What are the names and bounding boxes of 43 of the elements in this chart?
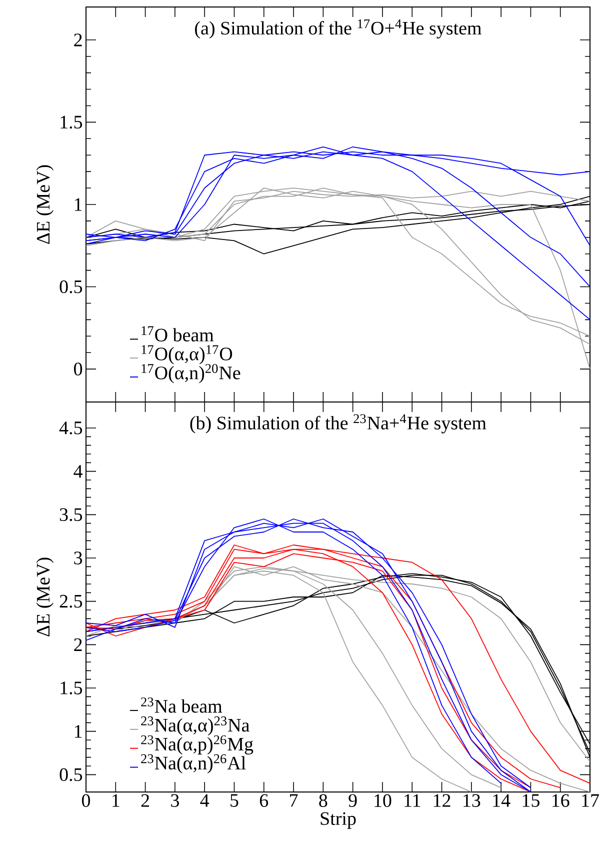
x-tick-label: 3 xyxy=(171,794,179,807)
legend-label: $^{23}$Na(α,α)$^{23}$Na xyxy=(141,716,250,736)
y-tick-label: 3.5 xyxy=(60,508,82,522)
y-tick-label: 3 xyxy=(74,552,82,564)
text: (a) Simulation of the $^{17}$O+$^{4}$He system xyxy=(195,19,482,39)
x-tick-label: 15 xyxy=(522,794,540,807)
x-axis-title: Strip xyxy=(320,812,356,829)
y-tick-label: 1 xyxy=(74,198,82,211)
x-tick-label: 13 xyxy=(464,794,480,807)
x-tick-label: 1 xyxy=(112,794,120,807)
y-axis-title: ΔE (MeV) xyxy=(36,558,54,636)
legend-label: $^{17}$O beam xyxy=(142,326,214,342)
text: (b) Simulation of the $^{23}$Na+$^{4}$He system xyxy=(190,414,486,434)
x-tick-label: 8 xyxy=(319,794,328,808)
legend-label: $^{17}$O(α,α)$^{17}$O xyxy=(142,345,232,364)
x-tick-label: 6 xyxy=(260,794,268,807)
legend-label: $^{23}$Na beam xyxy=(141,698,222,713)
x-tick-label: 5 xyxy=(230,794,238,807)
x-tick-label: 11 xyxy=(404,794,420,807)
x-tick-label: 9 xyxy=(348,794,357,807)
y-tick-label: 2 xyxy=(74,34,82,46)
x-tick-label: 2 xyxy=(141,794,149,807)
x-tick-label: 12 xyxy=(434,794,450,807)
y-tick-label: 4 xyxy=(74,465,83,478)
y-tick-label: 1 xyxy=(74,725,82,738)
legend-label: $^{17}$O(α,n)$^{20}$Ne xyxy=(142,364,240,384)
legend-label: $^{23}$Na(α,p)$^{26}$Mg xyxy=(141,735,254,755)
x-tick-label: 16 xyxy=(552,794,570,807)
legend-label: $^{23}$Na(α,n)$^{26}$Al xyxy=(141,754,246,774)
y-tick-label: 2.5 xyxy=(60,594,82,608)
y-tick-label: 1.5 xyxy=(60,116,82,129)
x-tick-label: 17 xyxy=(582,794,599,807)
y-tick-label: 0 xyxy=(74,362,82,376)
x-tick-label: 10 xyxy=(374,794,392,808)
x-tick-label: 7 xyxy=(290,794,298,807)
x-tick-label: 14 xyxy=(493,794,510,807)
y-tick-label: 4.5 xyxy=(59,422,82,434)
y-tick-label: 2 xyxy=(74,638,82,651)
y-axis-title: ΔE (MeV) xyxy=(36,165,54,244)
x-tick-label: 4 xyxy=(200,794,210,807)
y-tick-label: 0.5 xyxy=(60,280,82,294)
y-tick-label: 1.5 xyxy=(60,682,82,694)
y-tick-label: 0.5 xyxy=(60,768,82,782)
